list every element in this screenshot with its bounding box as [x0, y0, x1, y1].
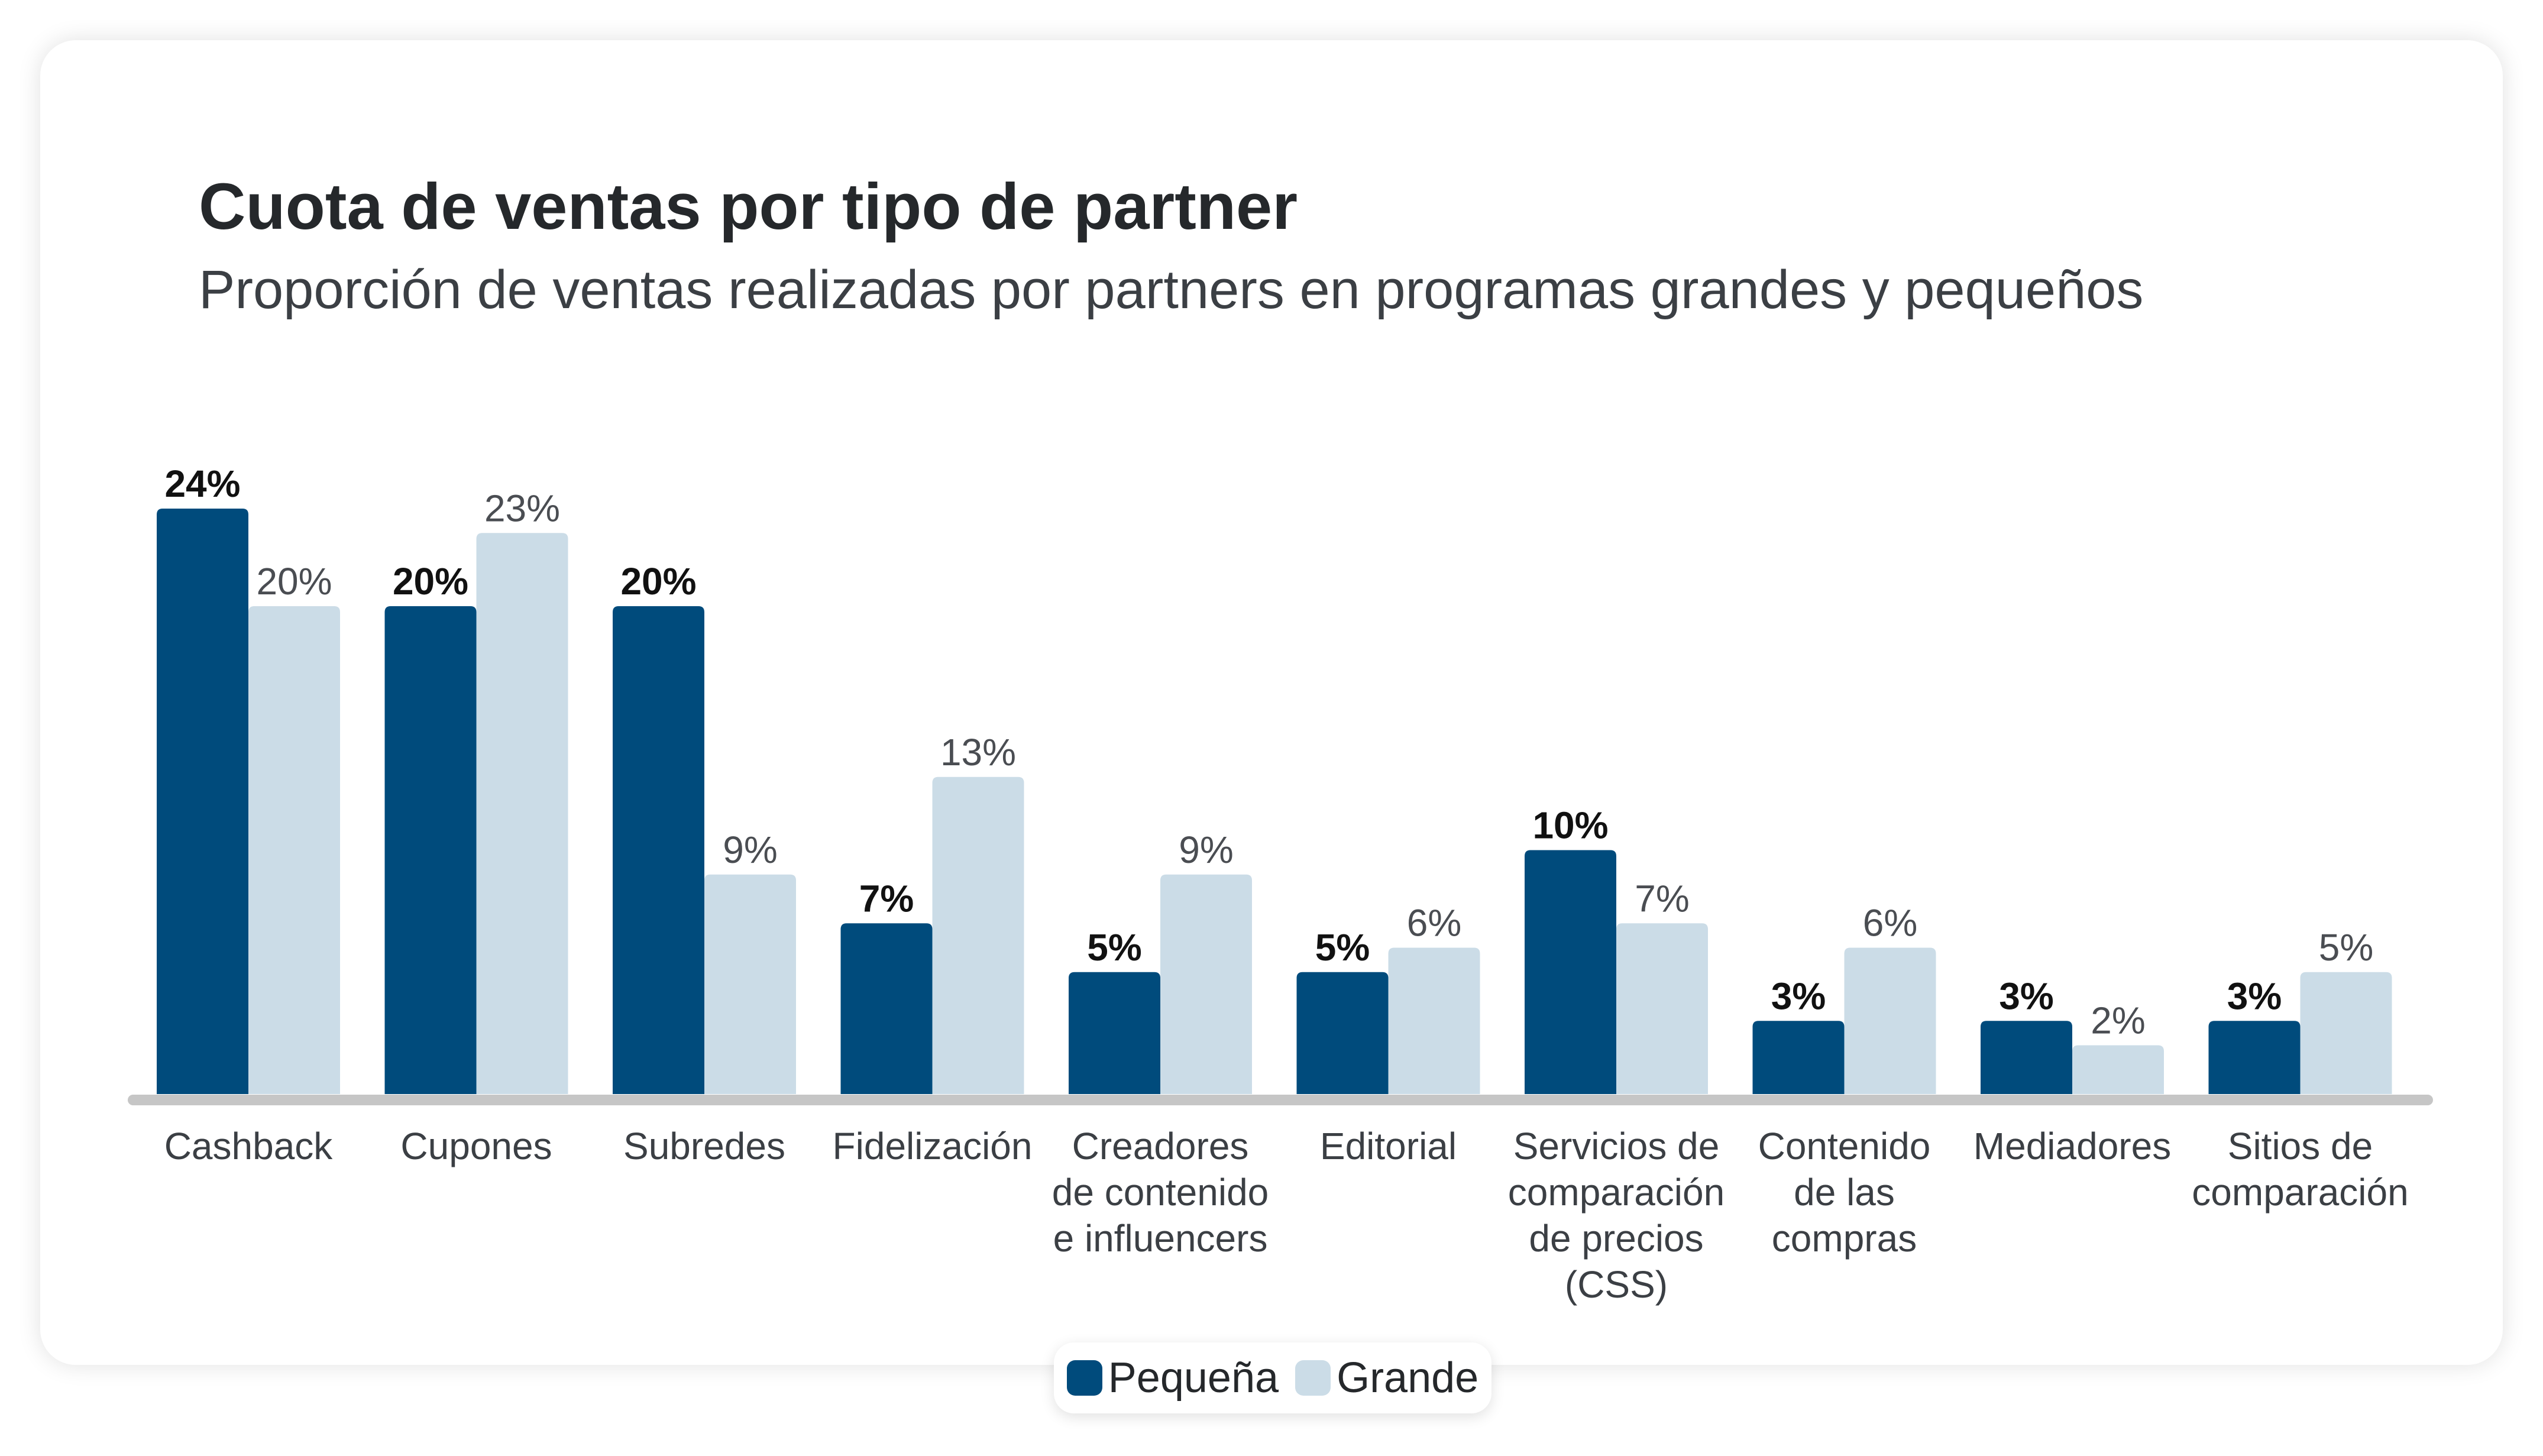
category-label-line: (CSS) — [1565, 1263, 1668, 1306]
value-label-grande-6: 7% — [1635, 877, 1690, 920]
category-labels-group: Cashback Cupones Subredes Fidelización Cread… — [164, 1125, 2409, 1306]
category-label-4: Creadores de contenido e influencers — [1052, 1125, 1269, 1260]
value-label-grande-4: 9% — [1179, 829, 1234, 871]
category-label-5: Editorial — [1320, 1125, 1457, 1167]
bar-pequena-2 — [613, 606, 704, 1094]
bar-grande-4 — [1160, 874, 1252, 1094]
category-label-3: Fidelización — [833, 1125, 1033, 1167]
legend-label-pequena: Pequeña — [1108, 1354, 1279, 1402]
value-label-grande-9: 5% — [2319, 926, 2374, 969]
category-label-line: Cupones — [400, 1125, 552, 1167]
legend-swatch-grande — [1295, 1360, 1331, 1396]
bar-pequena-6 — [1525, 850, 1616, 1094]
legend-item-grande: Grande — [1295, 1354, 1478, 1402]
value-label-pequena-7: 3% — [1771, 975, 1826, 1017]
value-label-grande-7: 6% — [1863, 902, 1918, 944]
value-label-pequena-8: 3% — [1999, 975, 2054, 1017]
bar-pequena-3 — [840, 923, 933, 1094]
category-label-line: Editorial — [1320, 1125, 1457, 1167]
value-label-pequena-9: 3% — [2227, 975, 2282, 1017]
category-label-line: Contenido — [1758, 1125, 1931, 1167]
category-label-line: Fidelización — [833, 1125, 1033, 1167]
bar-pequena-7 — [1752, 1021, 1845, 1094]
bar-pequena-1 — [384, 606, 477, 1094]
legend: Pequeña Grande — [1054, 1342, 1491, 1413]
category-label-line: Mediadores — [1973, 1125, 2171, 1167]
category-label-line: e influencers — [1053, 1217, 1268, 1260]
bar-grande-9 — [2300, 972, 2392, 1094]
category-label-line: Sitios de — [2228, 1125, 2373, 1167]
value-label-pequena-6: 10% — [1532, 804, 1608, 847]
chart-subtitle: Proporción de ventas realizadas por part… — [199, 260, 2144, 320]
value-label-pequena-3: 7% — [859, 877, 914, 920]
value-label-pequena-5: 5% — [1315, 926, 1370, 969]
category-label-line: comparación — [2192, 1171, 2408, 1214]
category-label-8: Mediadores — [1973, 1125, 2171, 1167]
value-label-grande-2: 9% — [723, 829, 778, 871]
value-label-grande-1: 23% — [484, 487, 560, 529]
category-label-line: Servicios de — [1513, 1125, 1720, 1167]
bar-grande-0 — [248, 606, 340, 1094]
bar-grande-8 — [2072, 1045, 2164, 1094]
value-label-grande-3: 13% — [940, 731, 1016, 774]
value-label-pequena-1: 20% — [393, 560, 468, 603]
category-label-line: Creadores — [1072, 1125, 1249, 1167]
category-label-6: Servicios de comparación de precios (CSS) — [1508, 1125, 1725, 1306]
category-label-line: de contenido — [1052, 1171, 1269, 1214]
category-label-2: Subredes — [623, 1125, 785, 1167]
value-label-pequena-4: 5% — [1087, 926, 1142, 969]
bar-pequena-8 — [1981, 1021, 2072, 1094]
bar-pequena-5 — [1296, 972, 1389, 1094]
value-label-grande-0: 20% — [256, 560, 332, 603]
chart-title: Cuota de ventas por tipo de partner — [199, 170, 1298, 243]
value-label-grande-5: 6% — [1407, 902, 1462, 944]
bar-grande-5 — [1388, 947, 1480, 1094]
legend-label-grande: Grande — [1337, 1354, 1479, 1402]
value-labels-group: 24% 20% 20% 23% 20% 9% 7% 13% 5% 9% 5% 6% 10% 7% 3% 6% 3… — [164, 462, 2373, 1042]
category-label-line: Cashback — [164, 1125, 334, 1167]
category-label-line: de precios — [1529, 1217, 1703, 1260]
bar-grande-7 — [1844, 947, 1936, 1094]
category-label-line: de las — [1794, 1171, 1895, 1214]
legend-item-pequena: Pequeña — [1066, 1354, 1279, 1402]
bar-grande-2 — [704, 874, 796, 1094]
category-label-line: Subredes — [623, 1125, 785, 1167]
bar-pequena-9 — [2208, 1021, 2301, 1094]
category-label-line: comparación — [1508, 1171, 1725, 1214]
bar-grande-1 — [476, 533, 568, 1094]
bar-grande-3 — [932, 776, 1024, 1094]
category-label-line: compras — [1772, 1217, 1917, 1260]
value-label-pequena-0: 24% — [164, 462, 240, 505]
category-label-9: Sitios de comparación — [2192, 1125, 2408, 1214]
bar-pequena-4 — [1069, 972, 1160, 1094]
category-label-1: Cupones — [400, 1125, 552, 1167]
bars-group — [157, 509, 2392, 1094]
category-label-7: Contenido de las compras — [1758, 1125, 1931, 1260]
value-label-pequena-2: 20% — [620, 560, 696, 603]
legend-swatch-pequena — [1066, 1360, 1102, 1396]
bar-grande-6 — [1616, 923, 1708, 1094]
category-label-0: Cashback — [164, 1125, 334, 1167]
value-label-grande-8: 2% — [2091, 999, 2146, 1042]
bar-pequena-0 — [157, 509, 248, 1094]
